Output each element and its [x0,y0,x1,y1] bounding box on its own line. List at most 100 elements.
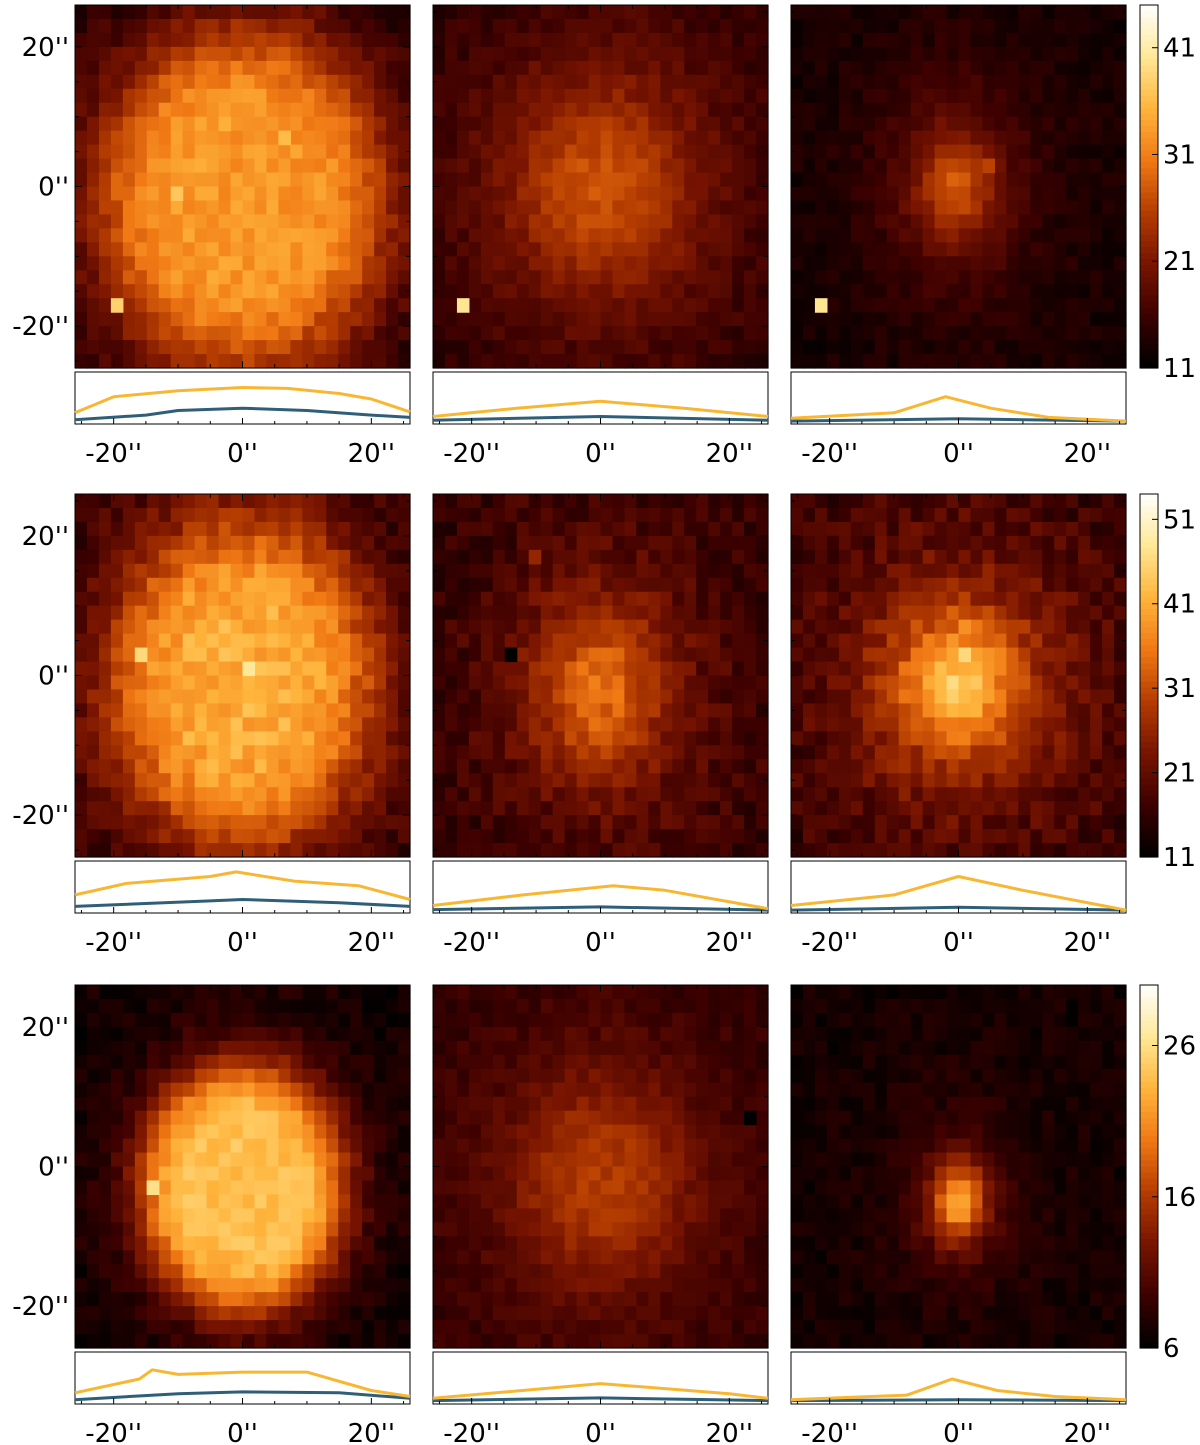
heatmap-cell [814,605,828,621]
heatmap-cell [206,46,220,62]
heatmap-cell [1054,619,1067,635]
heatmap-cell [886,577,900,593]
heatmap-cell [122,549,136,565]
heatmap-cell [386,787,399,802]
heatmap-cell [540,494,554,509]
heatmap-cell [338,102,351,118]
heatmap-cell [492,647,506,663]
heatmap-cell [338,60,351,76]
heatmap-cell [194,158,208,174]
panel-r2-c2: -20'' 0'' 20'' [432,493,769,958]
heatmap-cell [612,717,626,732]
heatmap-cell [576,577,590,593]
heatmap-cell [802,284,816,299]
heatmap-cell [756,745,769,760]
hot-pixel [456,298,470,313]
heatmap-cell [874,521,888,537]
heatmap-cell [660,689,673,705]
heatmap-cell [516,242,530,257]
heatmap-cell [898,563,912,579]
heatmap-cell [958,5,972,20]
heatmap-cell [600,745,614,760]
heatmap-cell [600,787,614,802]
heatmap-cell [910,521,924,537]
heatmap-cell [588,5,602,20]
heatmap-cell [122,74,136,90]
heatmap-cell [540,759,554,774]
heatmap-cell [266,312,279,327]
heatmap-cell [1066,88,1079,104]
heatmap-cell [552,717,566,732]
x-tick-label: 20'' [1064,439,1111,469]
heatmap-cell [910,256,924,271]
heatmap-cell [374,298,387,313]
heatmap-cell [194,32,208,48]
heatmap-cell [170,577,184,593]
heatmap-cell [1078,577,1091,593]
heatmap-cell [540,605,554,621]
heatmap-cell [1078,521,1091,537]
heatmap-cell [398,228,411,243]
heatmap-cell [684,661,697,677]
heatmap-cell [374,284,387,299]
heatmap-cell [170,801,184,816]
heatmap-cell [946,759,960,774]
heatmap-cell [516,270,530,285]
heatmap-cell [802,521,816,537]
heatmap-cell [802,563,816,579]
heatmap-cell [838,186,852,202]
heatmap-cell [386,130,399,146]
heatmap-cell [970,801,984,816]
heatmap-cell [290,200,303,216]
heatmap-cell [898,843,912,858]
heatmap-cell [576,214,590,229]
heatmap-cell [206,340,220,355]
heatmap-cell [576,507,590,523]
heatmap-cell [612,88,626,104]
heatmap-cell [326,689,339,705]
heatmap-cell [802,829,816,844]
heatmap-cell [720,256,733,271]
heatmap-cell [564,549,578,565]
heatmap-cell [862,144,876,160]
heatmap-cell [1030,633,1043,649]
heatmap-cell [290,591,303,607]
heatmap-cell [206,521,220,537]
heatmap-cell [362,256,375,271]
colorbar-segment [1140,754,1158,761]
heatmap-cell [528,158,542,174]
heatmap-cell [362,74,375,90]
heatmap-cell [338,535,351,551]
heatmap-cell [826,521,840,537]
heatmap-cell [672,354,685,369]
heatmap-cell [624,74,637,90]
heatmap-cell [480,759,494,774]
heatmap-cell [1090,507,1103,523]
heatmap-cell [886,605,900,621]
heatmap-cell [660,312,673,327]
heatmap-cell [982,228,995,243]
heatmap-cell [1054,242,1067,257]
heatmap-cell [756,647,769,663]
heatmap-cell [86,228,100,243]
heatmap-cell [230,102,244,118]
heatmap-cell [600,619,614,635]
heatmap-cell [362,563,375,579]
heatmap-cell [850,326,864,341]
heatmap-cell [720,354,733,369]
heatmap-cell [278,759,291,774]
heatmap-cell [838,116,852,132]
heatmap-cell [744,354,757,369]
heatmap-cell [922,284,936,299]
heatmap-cell [1114,256,1127,271]
heatmap-cell [874,74,888,90]
heatmap-cell [708,186,721,202]
heatmap-cell [1066,340,1079,355]
heatmap-cell [1054,577,1067,593]
heatmap-cell [433,144,446,160]
heatmap-cell [122,18,136,34]
heatmap-cell [1066,186,1079,202]
heatmap-cell [636,32,649,48]
heatmap-cell [146,745,160,760]
heatmap-cell [362,647,375,663]
